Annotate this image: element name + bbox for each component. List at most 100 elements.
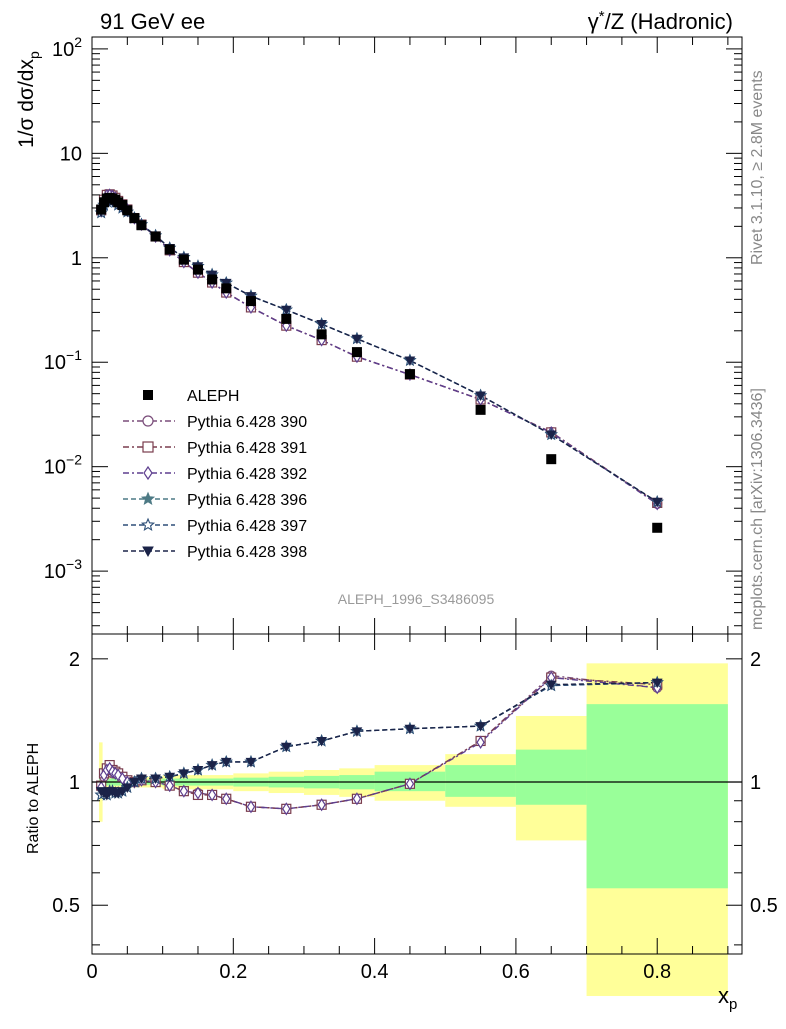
series-5-point [651,497,663,508]
ratio-series-2-point [282,802,291,816]
mcplots-label: mcplots.cern.ch [arXiv:1306.3436] [749,388,766,630]
series-line-0 [100,194,658,505]
data-point [404,369,415,380]
ratio-series-5-point [280,742,292,753]
ratio-series-5-point [651,678,663,689]
ratio-series-5-point [164,772,176,783]
legend-marker [142,546,154,558]
ratio-series-5-point [220,757,232,768]
series-line-2 [100,194,658,505]
ratio-series-2-point [179,784,189,798]
data-point [164,244,175,255]
rivet-label: Rivet 3.1.10, ≥ 2.8M events [749,70,766,265]
data-point [475,404,486,415]
ratio-series-5-point [136,774,147,785]
ratio-y-tick-label: 1 [69,772,80,794]
ratio-y-tick-label-right: 0.5 [750,895,778,917]
ratio-series-5-point [404,724,416,735]
ratio-series-2-point [317,798,326,812]
legend-label: Pythia 6.428 391 [187,440,307,457]
ratio-series-5-point [316,736,327,747]
ratio-y-tick-label: 0.5 [52,895,80,917]
data-point [178,254,189,265]
y-tick-label: 10 [60,143,82,165]
series-line-5 [100,199,658,503]
series-line-3 [100,199,658,503]
ratio-series-5-point [351,727,363,737]
series-line-1 [100,193,658,504]
x-tick-label: 0 [86,961,97,983]
header-left-label: 91 GeV ee [100,9,205,34]
x-axis-label: xp [718,983,737,1013]
ratio-y-tick-label-right: 2 [750,649,761,671]
series-5-point [475,391,486,402]
series-line-4 [100,199,658,503]
main-y-axis-label: 1/σ dσ/dxp [15,51,42,148]
x-tick-label: 0.2 [219,961,247,983]
x-tick-label: 0.8 [643,961,671,983]
data-point [351,347,362,358]
data-point [122,205,133,216]
series-5-point [316,320,327,330]
data-point [221,283,232,294]
data-point [192,264,203,275]
main-plot-panel: 10−3 10−2 10−1 1 10 102 1/σ dσ/dxp ALEPH_1996… [15,34,743,635]
x-tick-label: 0.4 [361,961,389,983]
ratio-series-2-point [165,779,174,793]
ratio-series-5-point [192,766,204,776]
ratio-series-5-point [121,783,133,793]
ratio-series-2-point [193,786,203,800]
ratio-series-5-point [178,769,190,779]
data-point [245,296,256,307]
legend-label: Pythia 6.428 398 [187,544,307,561]
ratio-series-5-point [245,757,257,768]
y-tick-label: 10−3 [44,556,82,583]
series-5-point [351,334,363,345]
data-point [150,231,161,242]
data-point [652,522,663,533]
error-band-inner [515,749,587,805]
ratio-series-2-point [405,777,415,791]
series-5-point [545,430,557,441]
ratio-series-2-point [352,792,362,806]
data-point [136,220,147,231]
y-tick-label: 10−2 [44,452,82,479]
ratio-series-5-point [206,761,218,771]
legend-marker [142,441,154,453]
y-tick-label: 10−1 [44,347,82,374]
ratio-y-axis-label: Ratio to ALEPH [25,743,42,854]
legend: ALEPH Pythia 6.428 390 Pythia 6.428 391 Pyt… [123,388,307,561]
legend-label: Pythia 6.428 396 [187,492,307,509]
legend-marker [143,465,153,481]
ratio-series-5-point [475,722,486,732]
data-point [207,274,218,285]
ratio-plot-frame [91,633,743,955]
legend-marker-data [143,390,153,400]
data-point [117,200,128,211]
y-tick-label: 1 [71,248,82,270]
legend-label-data: ALEPH [187,388,239,405]
header-right-label: γ*/Z (Hadronic) [588,8,733,34]
ratio-series-5-point [117,787,128,797]
legend-marker [142,415,154,427]
ratio-y-tick-label-right: 1 [750,772,761,794]
ratio-series-2-point [476,735,485,749]
y-tick-label: 102 [52,34,82,61]
data-point [281,313,292,324]
series-5-point [280,305,292,316]
legend-label: Pythia 6.428 392 [187,466,307,483]
data-point [316,329,327,340]
watermark-text: ALEPH_1996_S3486095 [338,591,495,607]
ratio-series-5-point [545,680,557,691]
ratio-series-5-point [129,778,140,788]
legend-label: Pythia 6.428 390 [187,414,307,431]
error-band-inner [586,704,728,889]
legend-label: Pythia 6.428 397 [187,518,307,535]
error-band-inner [445,765,516,797]
data-point [546,454,557,465]
legend-marker [140,517,156,532]
ratio-plot-panel: 0.5 0.5 1 1 2 2 0 0.2 0.4 0.6 0.8 Ratio to ALEPH x… [25,633,778,1013]
ratio-series-2-point [207,788,217,802]
